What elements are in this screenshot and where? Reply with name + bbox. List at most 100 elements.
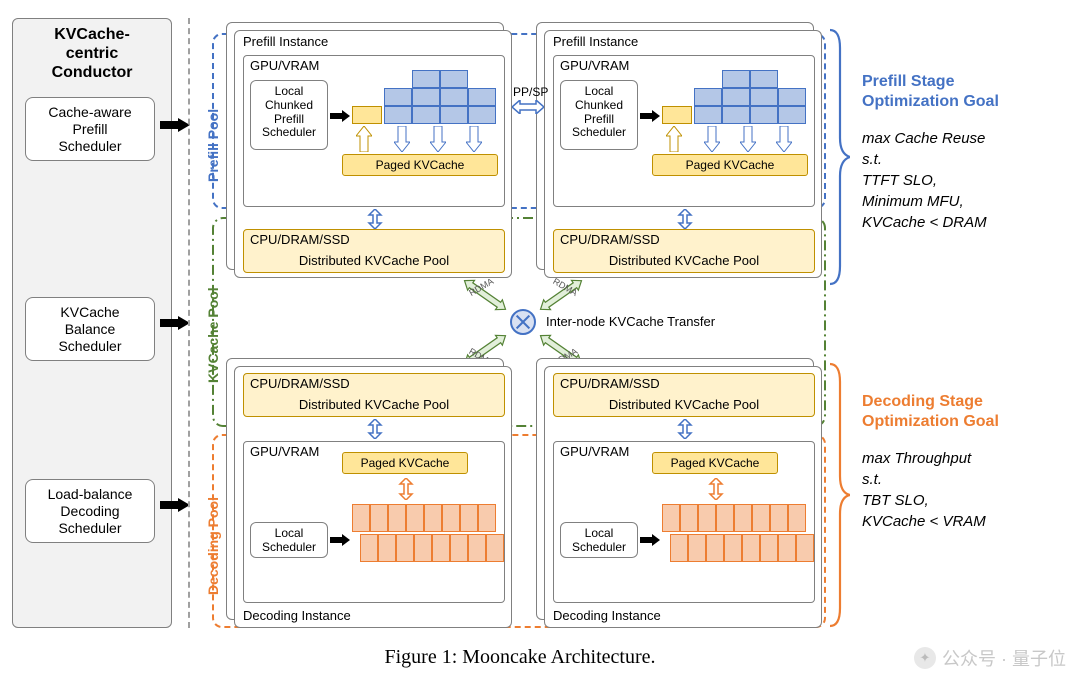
prefill-instance-title: Prefill Instance [545,31,821,51]
local-sched-label: Local Chunked Prefill Scheduler [563,85,635,140]
transfer-label: Inter-node KVCache Transfer [546,314,715,329]
local-chunked-prefill-scheduler: Local Chunked Prefill Scheduler [250,80,328,150]
paged-kvcache: Paged KVCache [652,452,778,474]
arrow-icon [330,110,350,122]
orange-block [352,504,370,532]
decoding-goal-body: max Throughput s.t. TBT SLO, KVCache < V… [862,448,986,532]
local-sched-label: Local Scheduler [253,527,325,555]
sched2-label: KVCache Balance Scheduler [30,304,150,354]
cpu-title: CPU/DRAM/SSD [554,230,814,249]
orange-block [414,534,432,562]
orange-block [370,504,388,532]
cpu-sub: Distributed KVCache Pool [244,393,504,412]
orange-block [760,534,778,562]
cpu-title: CPU/DRAM/SSD [244,230,504,249]
cpu-title: CPU/DRAM/SSD [554,374,814,393]
cpu-sub: Distributed KVCache Pool [244,249,504,268]
blue-block [440,70,468,88]
prefill-instance-right: Prefill Instance GPU/VRAM Local Chunked … [544,30,822,278]
orange-block [788,504,806,532]
orange-block [716,504,734,532]
blue-block [722,70,750,88]
figure-caption: Figure 1: Mooncake Architecture. [300,646,740,669]
blue-block [384,106,412,124]
blue-block [412,106,440,124]
arrow-icon [640,534,660,546]
blue-block [694,106,722,124]
blue-block [440,106,468,124]
blue-block [468,88,496,106]
prefill-bracket-icon [828,28,850,286]
sched1-label: Cache-aware Prefill Scheduler [30,104,150,154]
gpu-vram-box: GPU/VRAM Paged KVCache Local Scheduler [553,441,815,603]
paged-kvcache: Paged KVCache [342,452,468,474]
inter-node-transfer-icon [510,309,536,335]
conductor-panel: KVCache- centric Conductor Cache-aware P… [12,18,172,628]
conductor-title-l2: centric [66,45,118,62]
conductor-title-l3: Conductor [52,64,133,81]
orange-block [460,504,478,532]
orange-block [432,534,450,562]
gpu-vram-box: GPU/VRAM Local Chunked Prefill Scheduler… [553,55,815,207]
arrow-icon [640,110,660,122]
prefill-instance-title: Prefill Instance [235,31,511,51]
orange-block [486,534,504,562]
decoding-goal-title: Decoding Stage Optimization Goal [862,392,999,432]
local-sched-label: Local Chunked Prefill Scheduler [253,85,325,140]
down-arrow-icon [466,126,482,152]
blue-block [412,70,440,88]
yellow-block [352,106,382,124]
down-arrow-icon [740,126,756,152]
sched3-label: Load-balance Decoding Scheduler [30,486,150,536]
orange-block [796,534,814,562]
orange-block [478,504,496,532]
bidir-arrow-v-icon [398,478,414,500]
orange-block [670,534,688,562]
cpu-dram-ssd-box: CPU/DRAM/SSD Distributed KVCache Pool [243,229,505,273]
orange-block [724,534,742,562]
orange-block [752,504,770,532]
blue-block [778,88,806,106]
cpu-sub: Distributed KVCache Pool [554,249,814,268]
orange-block [688,534,706,562]
prefill-goal-body: max Cache Reuse s.t. TTFT SLO, Minimum M… [862,128,987,233]
watermark-text: 公众号 · 量子位 [942,645,1066,671]
decoding-instance-right: CPU/DRAM/SSD Distributed KVCache Pool GP… [544,366,822,628]
local-scheduler: Local Scheduler [250,522,328,558]
arrow-icon [330,534,350,546]
ppsp-label: PP/SP [513,85,548,99]
bidir-arrow-v-icon [367,209,383,229]
prefill-goal-title: Prefill Stage Optimization Goal [862,72,999,112]
decoding-instance-title: Decoding Instance [545,605,669,625]
arrow-icon [160,316,190,330]
blue-block [384,88,412,106]
orange-block [662,504,680,532]
bidir-arrow-v-icon [708,478,724,500]
load-balance-decoding-scheduler: Load-balance Decoding Scheduler [25,479,155,543]
yellow-block [662,106,692,124]
orange-block [680,504,698,532]
watermark: ✦ 公众号 · 量子位 [914,645,1066,671]
cpu-dram-ssd-box: CPU/DRAM/SSD Distributed KVCache Pool [553,229,815,273]
orange-block [770,504,788,532]
orange-block [778,534,796,562]
blue-block [468,106,496,124]
up-arrow-icon [666,126,682,152]
orange-block [706,534,724,562]
down-arrow-icon [430,126,446,152]
cpu-dram-ssd-box: CPU/DRAM/SSD Distributed KVCache Pool [553,373,815,417]
orange-block [734,504,752,532]
local-sched-label: Local Scheduler [563,527,635,555]
cache-aware-prefill-scheduler: Cache-aware Prefill Scheduler [25,97,155,161]
orange-block [468,534,486,562]
paged-kvcache: Paged KVCache [342,154,498,176]
bidir-arrow-h-icon [512,100,544,114]
arrow-icon [160,118,190,132]
decoding-bracket-icon [828,362,850,628]
down-arrow-icon [704,126,720,152]
bidir-arrow-v-icon [677,419,693,439]
blue-block [750,88,778,106]
orange-block [742,534,760,562]
orange-block [442,504,460,532]
blue-block [694,88,722,106]
